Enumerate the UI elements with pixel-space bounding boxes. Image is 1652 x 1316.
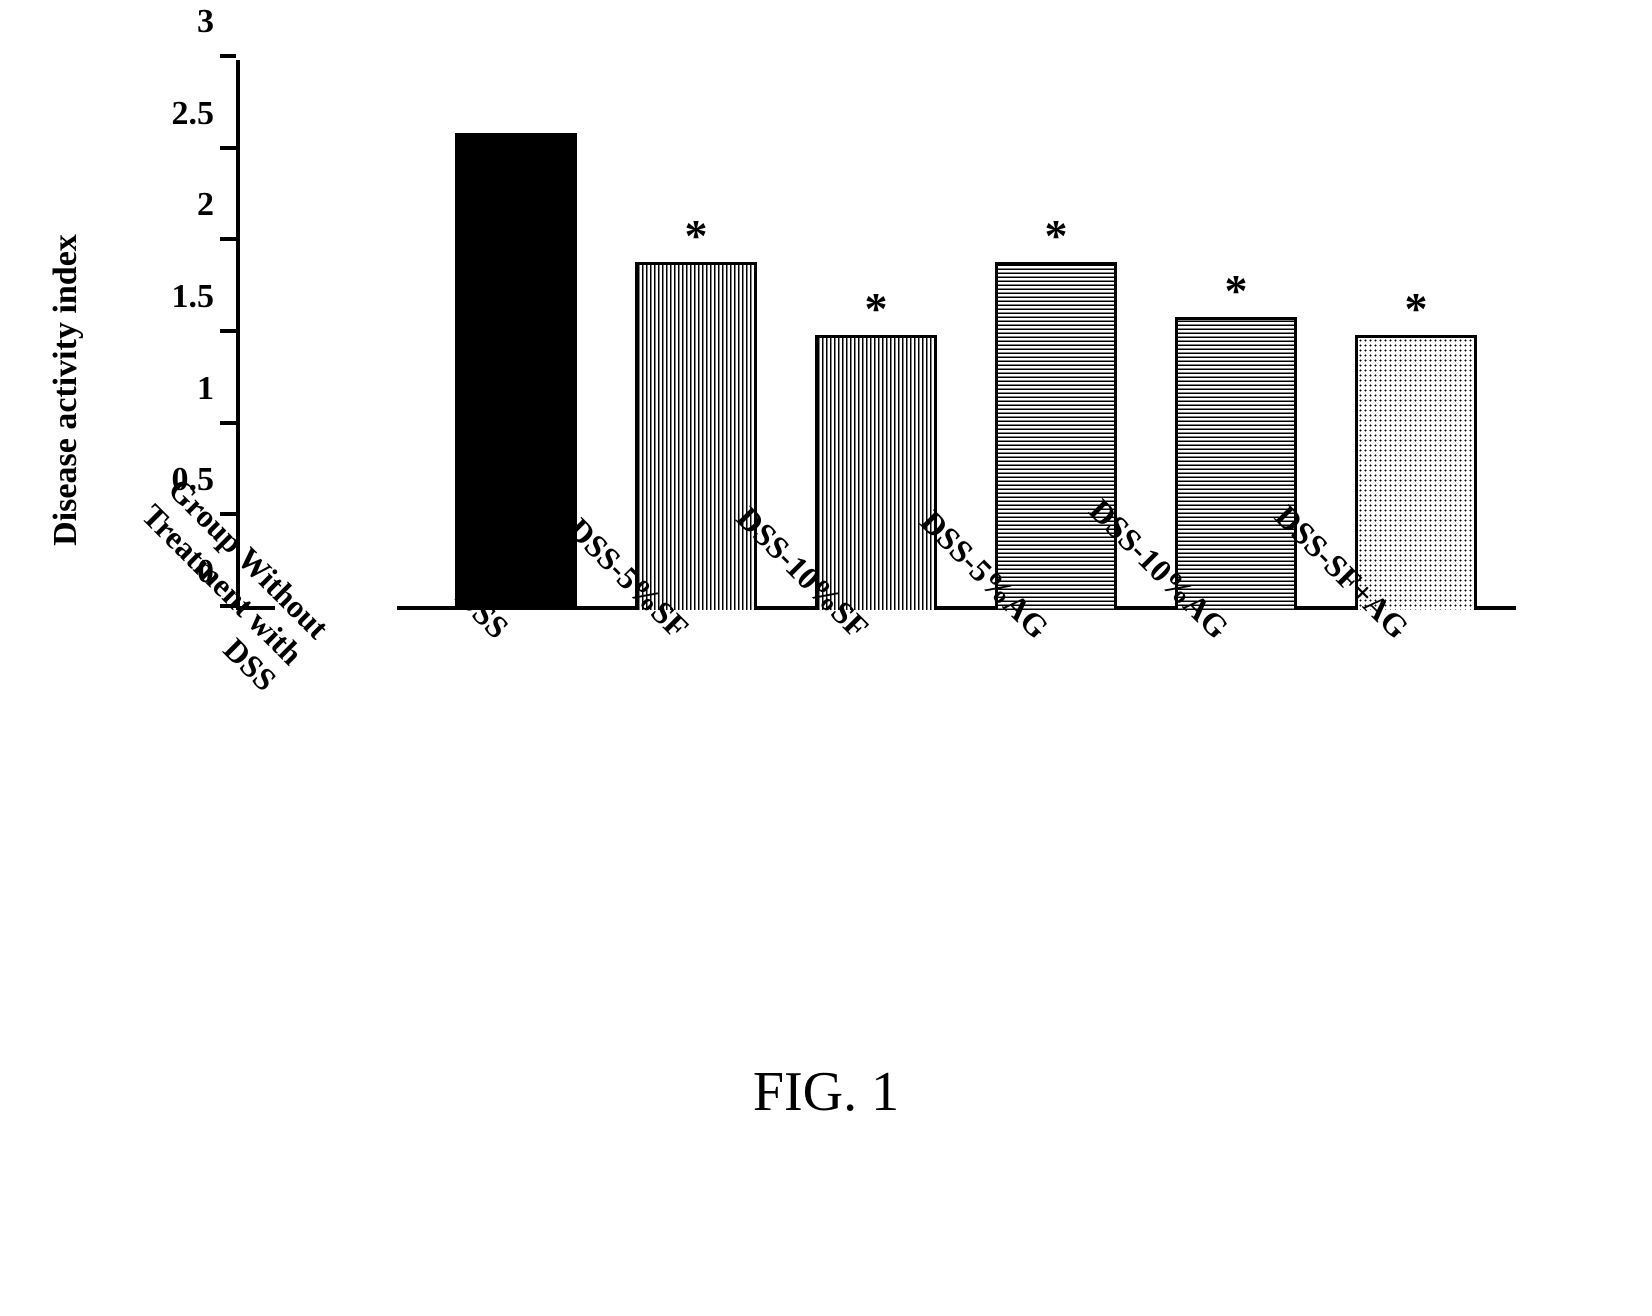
bar: * <box>1355 335 1477 610</box>
x-label-slot: DSS-10%SF <box>786 620 966 960</box>
x-label-slot: DSS-5%AG <box>966 620 1146 960</box>
x-label-slot: DSS-5%SF <box>606 620 786 960</box>
x-label-slot: Group Without Treatment with DSS <box>246 620 426 960</box>
x-label-slot: DSS <box>426 620 606 960</box>
figure: Disease activity index 00.511.522.53 ***… <box>76 40 1576 1124</box>
y-tick <box>220 329 236 333</box>
y-tick <box>220 146 236 150</box>
bar: * <box>1175 317 1297 610</box>
y-tick-label: 3 <box>197 3 236 41</box>
figure-caption: FIG. 1 <box>76 1060 1576 1124</box>
y-tick-label: 1 <box>197 370 236 408</box>
y-tick <box>220 54 236 58</box>
bar: * <box>995 262 1117 610</box>
significance-marker: * <box>1044 213 1067 259</box>
y-tick-label: 1.5 <box>172 278 237 316</box>
y-axis-label: Disease activity index <box>47 234 85 546</box>
significance-marker: * <box>1404 286 1427 332</box>
significance-marker: * <box>684 213 707 259</box>
significance-marker: * <box>1224 268 1247 314</box>
y-tick <box>220 237 236 241</box>
bar: * <box>815 335 937 610</box>
x-labels: Group Without Treatment with DSSDSSDSS-5… <box>236 620 1516 960</box>
y-tick <box>220 421 236 425</box>
bar <box>455 133 577 610</box>
y-tick-label: 2 <box>197 186 236 224</box>
x-label-slot: DSS-10%AG <box>1146 620 1326 960</box>
y-tick-label: 2.5 <box>172 95 237 133</box>
x-label-slot: DSS-SF+AG <box>1326 620 1506 960</box>
bar-chart: Disease activity index 00.511.522.53 ***… <box>76 40 1576 740</box>
significance-marker: * <box>864 286 887 332</box>
bar-slot <box>246 60 426 610</box>
bar: * <box>635 262 757 610</box>
bar-slot: * <box>1326 60 1506 610</box>
